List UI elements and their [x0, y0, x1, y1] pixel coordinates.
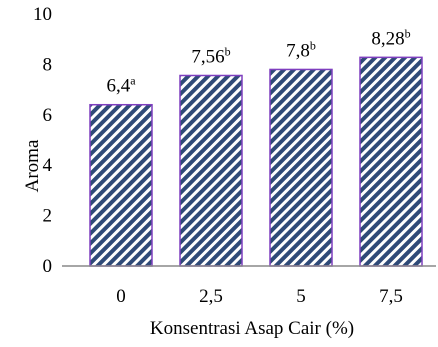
y-tick-label: 0: [43, 256, 53, 277]
x-tick-label: 7,5: [379, 286, 403, 307]
bar: [179, 74, 243, 267]
y-tick-label: 8: [43, 54, 53, 75]
data-label: 7,8b: [286, 38, 316, 61]
bar: [359, 56, 423, 267]
x-axis-ticks: 0 2,5 5 7,5: [116, 286, 403, 307]
data-labels: 6,4a 7,56b 7,8b 8,28b: [106, 26, 410, 96]
data-label: 8,28b: [371, 26, 410, 49]
y-axis-ticks: 0 2 4 6 8 10: [33, 4, 53, 277]
x-tick-label: 5: [296, 286, 306, 307]
y-tick-label: 6: [43, 105, 53, 126]
bar: [89, 103, 153, 267]
y-tick-label: 4: [43, 155, 53, 176]
data-label: 7,56b: [191, 44, 230, 67]
y-tick-label: 2: [43, 206, 53, 227]
y-axis-title: Aroma: [22, 139, 43, 192]
y-tick-label: 10: [33, 4, 52, 25]
bars: [89, 56, 423, 267]
x-tick-label: 2,5: [199, 286, 223, 307]
x-axis-title: Konsentrasi Asap Cair (%): [150, 318, 354, 339]
x-tick-label: 0: [116, 286, 126, 307]
data-label: 6,4a: [106, 74, 136, 97]
bar: [269, 68, 333, 267]
